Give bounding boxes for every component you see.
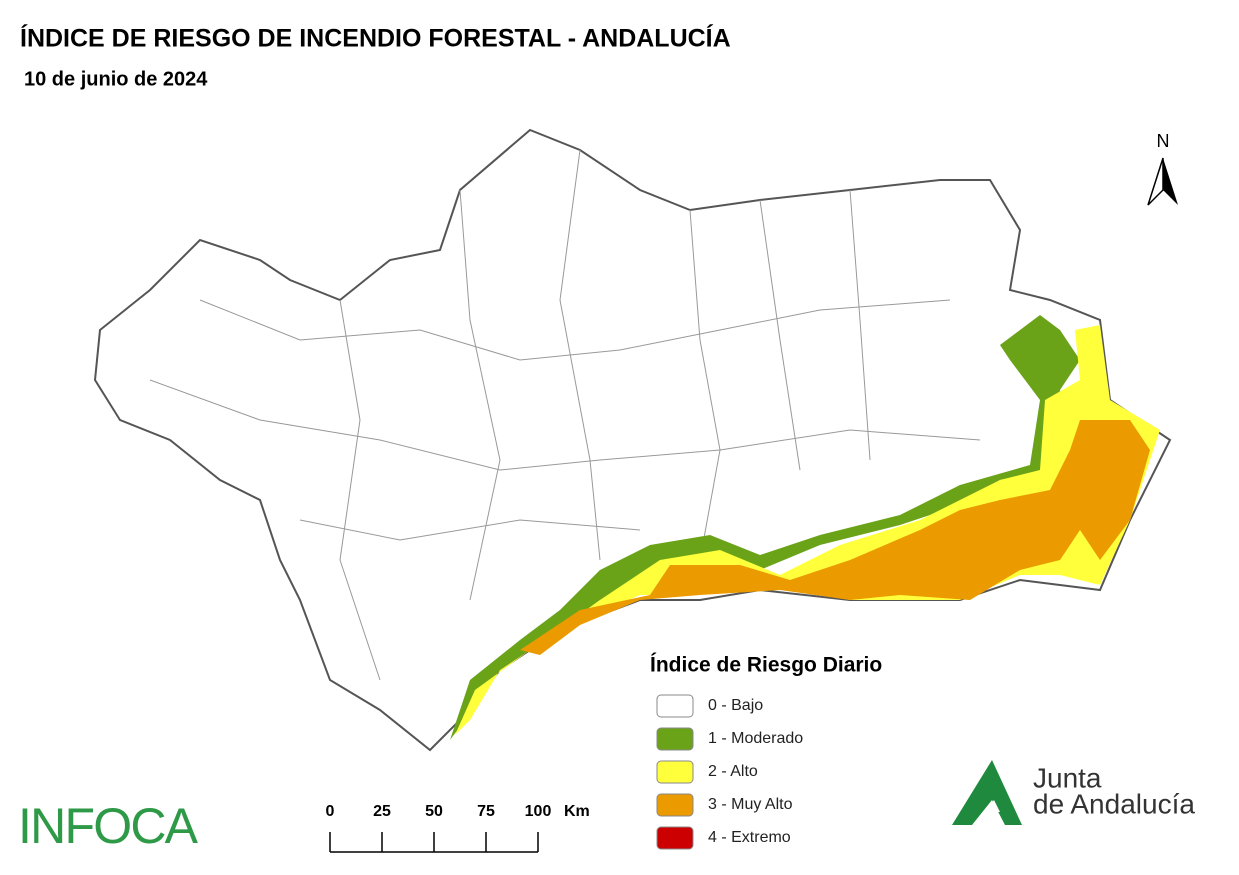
junta-line1: Junta (1033, 762, 1102, 793)
north-arrow-right (1163, 158, 1178, 205)
legend-swatch (656, 793, 694, 817)
risk-area-very-high (520, 420, 1150, 655)
scale-tick-label: 25 (373, 803, 391, 820)
region-map (93, 128, 1172, 752)
date: 10 de junio de 2024 (24, 68, 208, 90)
junta-emblem (952, 760, 1022, 825)
legend-label: 3 - Muy Alto (708, 796, 793, 813)
junta-emblem-gap (985, 800, 1000, 812)
legend-label: 2 - Alto (708, 763, 758, 780)
legend-label: 4 - Extremo (708, 829, 791, 846)
title: ÍNDICE DE RIESGO DE INCENDIO FORESTAL - … (20, 24, 731, 53)
scale-bar: 0 25 50 75 100 Km (326, 803, 590, 853)
north-arrow: N (1147, 131, 1178, 206)
legend: 0 - Bajo 1 - Moderado 2 - Alto 3 - Muy Alto… (656, 694, 803, 850)
legend-label: 0 - Bajo (708, 697, 763, 714)
junta-logo: Junta de Andalucía (952, 760, 1195, 825)
legend-label: 1 - Moderado (708, 730, 803, 747)
legend-swatch (656, 727, 694, 751)
infoca-logo: INFOCA (18, 798, 199, 854)
scale-tick-label: 50 (425, 803, 443, 820)
scale-tick-label: 75 (477, 803, 495, 820)
north-label: N (1157, 131, 1170, 151)
legend-title: Índice de Riesgo Diario (650, 654, 882, 677)
legend-swatch (656, 760, 694, 784)
junta-line2: de Andalucía (1033, 788, 1195, 819)
legend-swatch (656, 826, 694, 850)
scale-tick-label: 0 (326, 803, 335, 820)
scale-unit: Km (564, 803, 590, 820)
scale-tick-label: 100 (525, 803, 552, 820)
municipal-borders (149, 149, 981, 681)
legend-swatch (656, 694, 694, 718)
risk-area-moderate (450, 315, 1080, 740)
